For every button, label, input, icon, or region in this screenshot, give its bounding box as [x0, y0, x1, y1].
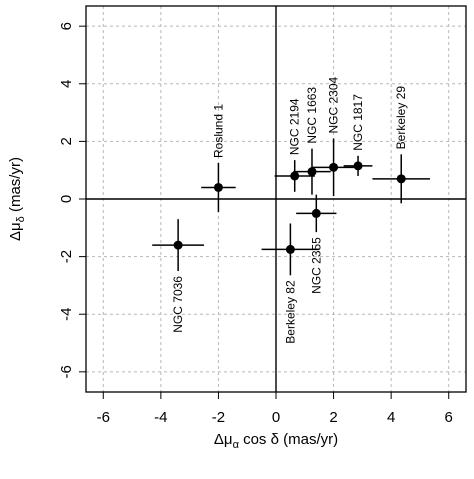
x-axis: -6 -4 -2 0 2 4 6: [97, 392, 453, 426]
x-axis-title-subscript: α: [233, 439, 240, 451]
y-axis-title: Δμδ (mas/yr): [7, 157, 27, 241]
data-point: [261, 223, 320, 276]
point-label: Berkeley 82: [283, 280, 297, 344]
point-marker: [213, 182, 223, 192]
data-point: [152, 219, 205, 272]
y-axis-title-delta: Δμ: [7, 222, 24, 241]
data-point: [296, 194, 337, 233]
point-label: NGC 1663: [305, 87, 319, 144]
x-axis-title-rest: cos δ (mas/yr): [239, 431, 338, 448]
point-marker: [173, 240, 183, 250]
point-labels: NGC 7036 Roslund 1 Berkeley 82 NGC 2355 NGC …: [171, 76, 408, 343]
x-tick-label: 2: [329, 409, 337, 426]
data-point: [311, 138, 356, 197]
y-axis: -6 -4 -2 0 2 4 6: [58, 22, 86, 379]
y-axis-title-subscript: δ: [15, 216, 27, 222]
y-tick-label: 4: [58, 80, 75, 88]
point-marker: [285, 244, 295, 254]
data-points: [152, 138, 431, 276]
zero-lines: [86, 6, 466, 392]
x-tick-label: -4: [154, 409, 167, 426]
point-marker: [353, 161, 363, 171]
data-point: [343, 155, 373, 176]
point-label: Roslund 1: [211, 104, 225, 158]
point-marker: [307, 167, 317, 177]
y-tick-label: 2: [58, 137, 75, 145]
x-axis-title: Δμα cos δ (mas/yr): [214, 431, 338, 451]
y-tick-label: 6: [58, 22, 75, 30]
y-tick-label: 0: [58, 195, 75, 203]
point-label: NGC 2304: [327, 76, 341, 133]
point-marker: [290, 171, 300, 181]
point-label: NGC 2194: [288, 98, 302, 155]
data-point: [201, 162, 236, 212]
data-point: [293, 148, 331, 195]
x-tick-label: -6: [97, 409, 110, 426]
point-label: NGC 2355: [309, 237, 323, 294]
y-tick-label: -2: [58, 250, 75, 263]
data-point: [274, 160, 315, 192]
x-tick-label: 4: [387, 409, 395, 426]
x-axis-title-delta: Δμ: [214, 431, 233, 448]
x-tick-label: -2: [212, 409, 225, 426]
x-tick-label: 6: [445, 409, 453, 426]
y-axis-title-rest: (mas/yr): [7, 157, 24, 216]
point-label: NGC 1817: [351, 94, 365, 151]
x-tick-label: 0: [272, 409, 280, 426]
point-marker: [311, 208, 321, 218]
point-label: Berkeley 29: [394, 86, 408, 150]
point-marker: [396, 174, 406, 184]
y-tick-label: -6: [58, 365, 75, 378]
point-label: NGC 7036: [171, 276, 185, 333]
point-marker: [329, 162, 339, 172]
data-point: [372, 154, 431, 204]
y-tick-label: -4: [58, 308, 75, 321]
